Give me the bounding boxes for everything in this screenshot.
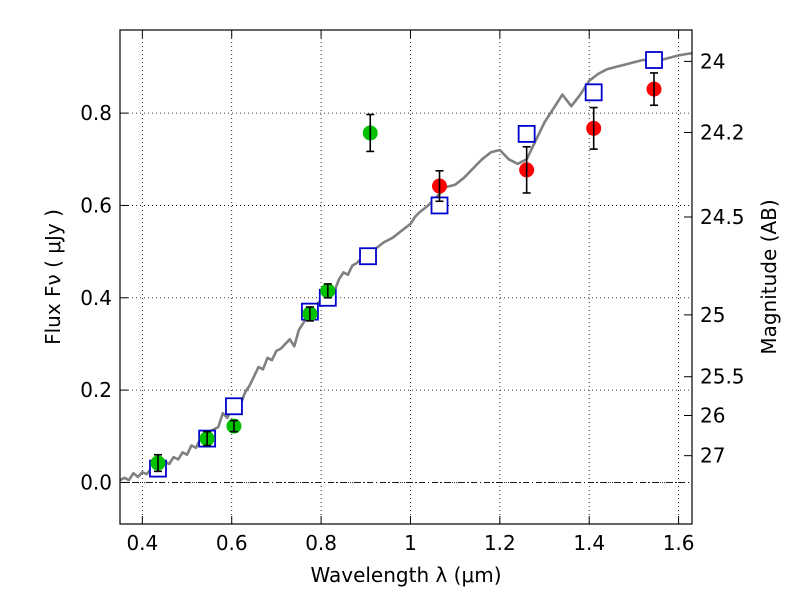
x-axis-label: Wavelength λ (μm) xyxy=(310,563,501,587)
y-tick-label: 0.2 xyxy=(80,378,112,402)
x-tick-label: 0.8 xyxy=(305,531,337,555)
x-tick-label: 0.6 xyxy=(216,531,248,555)
model-photometry-square xyxy=(359,247,377,266)
y-tick-label: 0.8 xyxy=(80,101,112,125)
y2-tick-label: 24.5 xyxy=(700,205,745,229)
y-tick-label: 0.6 xyxy=(80,193,112,217)
y2-tick-label: 24 xyxy=(700,49,725,73)
model-photometry-square xyxy=(584,83,603,102)
y2-tick-label: 26 xyxy=(700,404,725,428)
y2-tick-label: 25.5 xyxy=(700,365,745,389)
grid xyxy=(120,30,692,524)
x-tick-label: 1.6 xyxy=(663,531,695,555)
y2-tick-label: 24.2 xyxy=(700,120,745,144)
y-axis-label: Flux Fν ( μJy ) xyxy=(41,209,65,345)
x-tick-label: 1.2 xyxy=(484,531,516,555)
x-tick-label: 0.4 xyxy=(126,531,158,555)
y2-tick-label: 27 xyxy=(700,444,725,468)
x-tick-label: 1.4 xyxy=(573,531,605,555)
x-tick-label: 1 xyxy=(404,531,417,555)
model-spectrum-layer xyxy=(119,51,693,482)
plot-frame xyxy=(119,29,693,525)
y-tick-label: 0.0 xyxy=(80,470,112,494)
tick-layer: 0.4 0.6 0.8 1 1.2 1.4 1.6 0.0 0.2 0.4 0.6 0.8 24 24.2… xyxy=(80,30,745,555)
model-spectrum-line xyxy=(119,51,693,482)
marker-layer xyxy=(149,51,663,478)
y2-axis-label: Magnitude (AB) xyxy=(757,199,781,354)
y-tick-label: 0.4 xyxy=(80,286,112,310)
model-photometry-square xyxy=(225,397,243,416)
y2-tick-label: 25 xyxy=(700,303,725,327)
model-photometry-square xyxy=(517,124,536,143)
model-photometry-square xyxy=(645,51,663,69)
